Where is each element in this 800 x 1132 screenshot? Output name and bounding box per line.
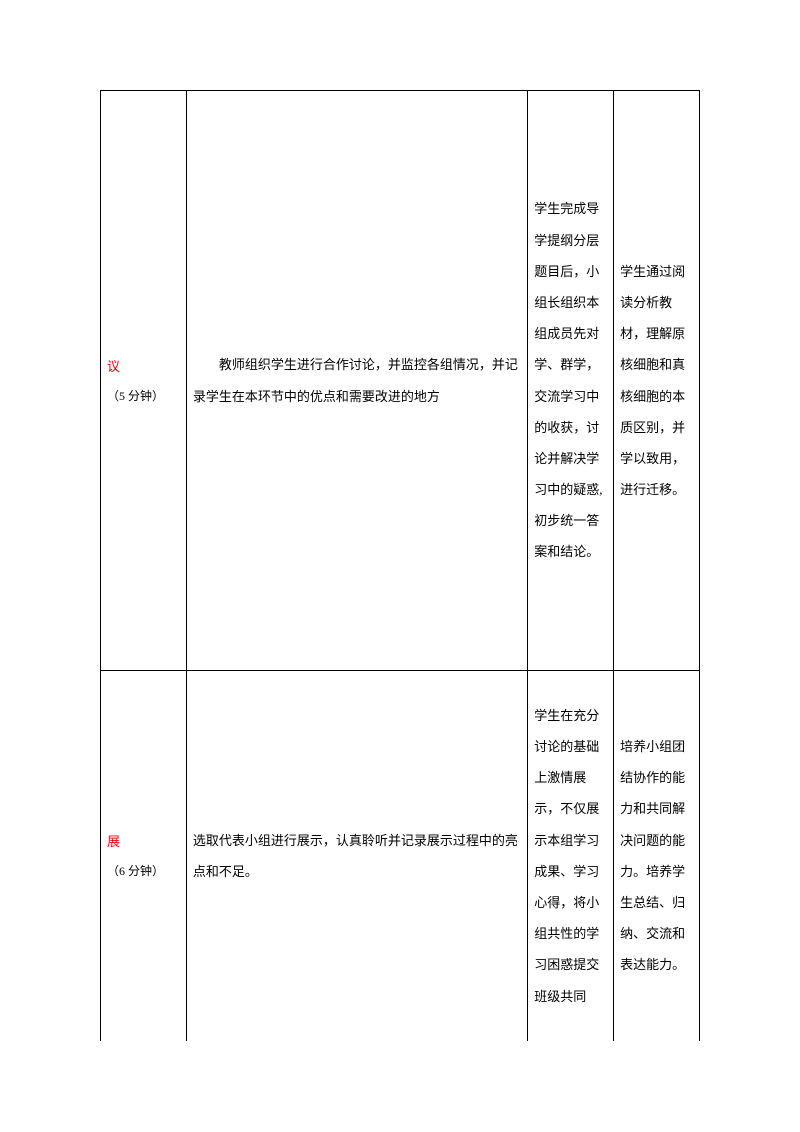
stage-time: （5 分钟） bbox=[107, 382, 180, 411]
teacher-activity-text: 教师组织学生进行合作讨论，并监控各组情况，并记录学生在本环节中的优点和需要改进的… bbox=[193, 349, 521, 411]
student-activity-text: 学生完成导学提纲分层题目后，小组长组织本组成员先对学、群学，交流学习中的收获，讨… bbox=[534, 193, 607, 567]
teacher-activity-cell: 选取代表小组进行展示，认真聆听并记录展示过程中的亮点和不足。 bbox=[186, 671, 527, 1041]
purpose-text: 学生通过阅读分析教材，理解原核细胞和真核细胞的本质区别，并学以致用，进行迁移。 bbox=[620, 256, 693, 506]
document-page: 议 （5 分钟） 教师组织学生进行合作讨论，并监控各组情况，并记录学生在本环节中… bbox=[0, 0, 800, 1091]
student-activity-cell: 学生在充分讨论的基础上激情展示，不仅展示本组学习成果、学习心得，将小组共性的学习… bbox=[528, 671, 614, 1041]
teacher-activity-cell: 教师组织学生进行合作讨论，并监控各组情况，并记录学生在本环节中的优点和需要改进的… bbox=[186, 91, 527, 671]
stage-label: 议 bbox=[107, 351, 180, 382]
stage-cell: 展 （6 分钟） bbox=[101, 671, 187, 1041]
table-row: 展 （6 分钟） 选取代表小组进行展示，认真聆听并记录展示过程中的亮点和不足。 … bbox=[101, 671, 700, 1041]
purpose-cell: 学生通过阅读分析教材，理解原核细胞和真核细胞的本质区别，并学以致用，进行迁移。 bbox=[614, 91, 700, 671]
table-row: 议 （5 分钟） 教师组织学生进行合作讨论，并监控各组情况，并记录学生在本环节中… bbox=[101, 91, 700, 671]
stage-time: （6 分钟） bbox=[107, 857, 180, 886]
purpose-text: 培养小组团结协作的能力和共同解决问题的能力。培养学生总结、归纳、交流和表达能力。 bbox=[620, 731, 693, 981]
student-activity-text: 学生在充分讨论的基础上激情展示，不仅展示本组学习成果、学习心得，将小组共性的学习… bbox=[534, 700, 607, 1012]
stage-cell: 议 （5 分钟） bbox=[101, 91, 187, 671]
purpose-cell: 培养小组团结协作的能力和共同解决问题的能力。培养学生总结、归纳、交流和表达能力。 bbox=[614, 671, 700, 1041]
lesson-plan-table: 议 （5 分钟） 教师组织学生进行合作讨论，并监控各组情况，并记录学生在本环节中… bbox=[100, 90, 700, 1041]
stage-label: 展 bbox=[107, 826, 180, 857]
student-activity-cell: 学生完成导学提纲分层题目后，小组长组织本组成员先对学、群学，交流学习中的收获，讨… bbox=[528, 91, 614, 671]
teacher-activity-text: 选取代表小组进行展示，认真聆听并记录展示过程中的亮点和不足。 bbox=[193, 825, 521, 887]
